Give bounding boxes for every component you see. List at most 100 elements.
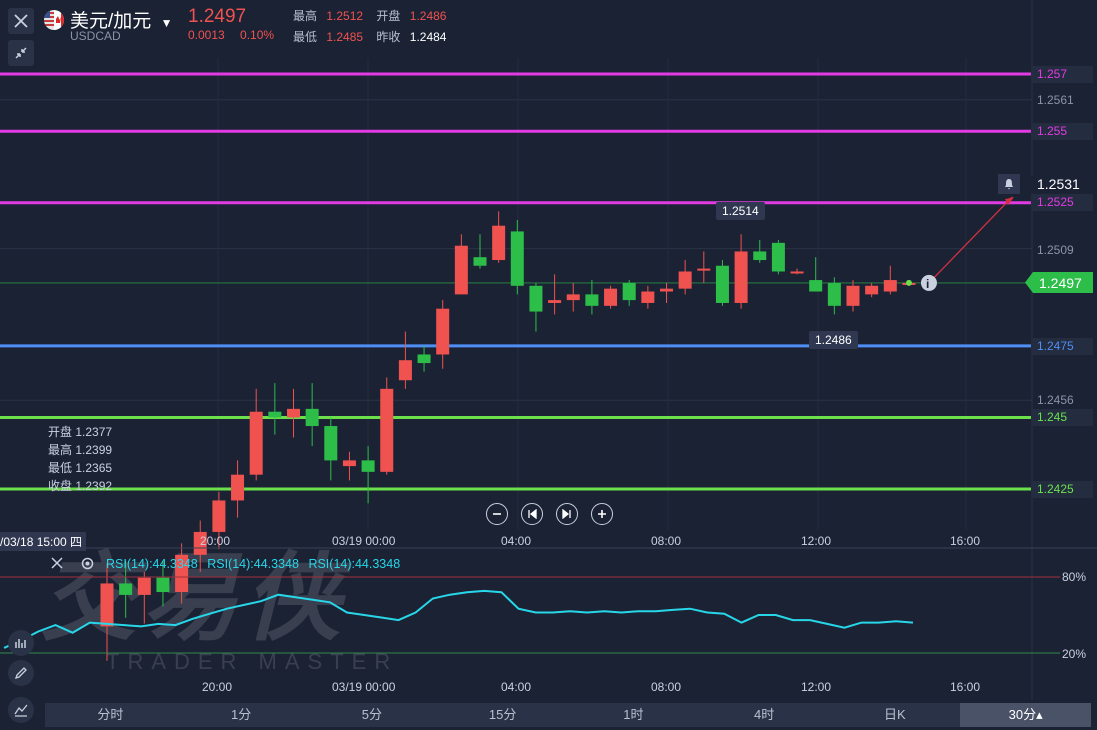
candle-body-34 — [734, 251, 748, 303]
chevron-down-icon[interactable]: ▼ — [160, 16, 173, 30]
line-tool-button[interactable] — [8, 697, 34, 723]
candle-body-4 — [175, 554, 189, 593]
close-button[interactable] — [8, 8, 34, 34]
tab-daily[interactable]: 日K — [884, 707, 906, 722]
info-icon — [920, 274, 937, 291]
rsi-settings-button[interactable] — [80, 556, 95, 574]
candle-body-41 — [865, 285, 879, 295]
symbol-name[interactable]: 美元/加元 ▼ — [70, 6, 172, 33]
currency-flag-icon — [44, 10, 64, 30]
candle-body-18 — [436, 308, 450, 355]
low-value: 1.2485 — [326, 30, 364, 44]
ohlc-open: 开盘 1.2377 — [48, 425, 113, 439]
candle-body-22 — [510, 231, 524, 286]
low-bubble: 1.2486 — [809, 331, 858, 349]
level-tag-1245[interactable]: 1.245 — [1031, 409, 1093, 426]
last-price-dot — [905, 279, 912, 286]
candle-body-6 — [212, 500, 226, 532]
collapse-button[interactable] — [8, 40, 34, 66]
x-tick-0400: 04:00 — [501, 534, 532, 548]
candle-body-1 — [119, 583, 133, 595]
alert-bell-icon[interactable] — [998, 174, 1020, 194]
rsi-label-2: RSI(14):44.3348 — [207, 557, 299, 571]
trend-arrow-head — [1005, 197, 1014, 206]
low-label: 最低 — [293, 30, 318, 44]
candle-body-27 — [604, 288, 618, 306]
cursor-time-label: /03/18 15:00 四 — [0, 532, 87, 551]
tab-1min[interactable]: 1分 — [231, 707, 252, 722]
ohlc-readout: 开盘 1.2377 最高 1.2399 最低 1.2365 收盘 1.2392 — [48, 423, 112, 495]
ohlc-high: 最高 1.2399 — [48, 443, 113, 457]
candle-body-37 — [790, 271, 804, 274]
rsi-x-tick-1600: 16:00 — [950, 680, 981, 694]
current-price-tag-text: 1.2497 — [1039, 275, 1082, 291]
indicator-tool-button[interactable] — [8, 630, 34, 656]
candle-body-15 — [380, 388, 394, 472]
rsi-x-tick-0319: 03/19 00:00 — [332, 680, 396, 694]
tab-5min[interactable]: 5分 — [361, 707, 382, 722]
symbol-code: USDCAD — [70, 29, 121, 43]
axis-tick-12561: 1.2561 — [1037, 93, 1074, 107]
level-tag-12475[interactable]: 1.2475 — [1031, 338, 1093, 355]
price-change: 0.0013 0.10% — [188, 28, 274, 42]
current-price: 1.2497 — [188, 6, 247, 27]
timeframe-tabs: 分时 1分 5分 15分 1时 4时 日K 30分▴ — [45, 703, 1091, 727]
tab-1hour[interactable]: 1时 — [623, 707, 644, 722]
level-tag-1255[interactable]: 1.255 — [1031, 123, 1093, 140]
rsi-close-button[interactable] — [50, 556, 64, 573]
zoom-in-button[interactable] — [591, 503, 613, 525]
candle-body-5 — [193, 531, 207, 555]
tab-15min[interactable]: 15分 — [488, 707, 517, 722]
candle-body-42 — [883, 280, 897, 292]
candle-body-40 — [846, 285, 860, 306]
stats-row-2: 最低 1.2485 昨收 1.2484 — [293, 28, 446, 45]
x-tick-2000: 20:00 — [200, 534, 231, 548]
candle-body-10 — [287, 408, 300, 418]
x-tick-1600: 16:00 — [950, 534, 981, 548]
candle-body-8 — [249, 411, 263, 475]
candle-body-7 — [231, 474, 245, 501]
rsi-lower-label: 20% — [1062, 647, 1087, 661]
collapse-arrows-icon — [15, 47, 27, 59]
candle-body-23 — [529, 285, 543, 312]
draw-tool-button[interactable] — [8, 660, 34, 686]
ohlc-low: 最低 1.2365 — [48, 461, 113, 475]
info-icon-glyph: i — [926, 277, 929, 291]
open-label: 开盘 — [376, 9, 401, 23]
scroll-start-button[interactable] — [521, 503, 543, 525]
level-tag-12525[interactable]: 1.2525 — [1031, 194, 1093, 211]
high-bubble: 1.2514 — [716, 202, 765, 220]
candle-body-35 — [753, 251, 767, 261]
ohlc-close: 收盘 1.2392 — [48, 479, 113, 493]
candle-body-31 — [678, 271, 692, 289]
x-tick-0800: 08:00 — [651, 534, 682, 548]
skip-forward-icon — [562, 509, 571, 519]
rsi-x-tick-2000: 20:00 — [202, 680, 233, 694]
stats-row-1: 最高 1.2512 开盘 1.2486 — [293, 7, 446, 24]
level-tag-12425[interactable]: 1.2425 — [1031, 481, 1093, 498]
candle-body-16 — [398, 360, 412, 381]
plus-icon — [598, 510, 606, 518]
tab-30min[interactable]: 30分▴ — [960, 703, 1091, 727]
crosshair-price-tag: 1.2531 — [1031, 176, 1093, 193]
candle-body-12 — [324, 426, 338, 461]
candle-body-29 — [641, 291, 655, 303]
change-value: 0.0013 — [188, 28, 225, 42]
level-tag-1257[interactable]: 1.257 — [1031, 66, 1093, 83]
close-icon — [14, 14, 28, 28]
candle-body-32 — [697, 268, 711, 271]
scroll-end-button[interactable] — [556, 503, 578, 525]
tab-timeline[interactable]: 分时 — [97, 707, 124, 722]
candle-body-2 — [137, 577, 151, 595]
candle-body-17 — [417, 354, 431, 364]
rsi-upper-label: 80% — [1062, 570, 1087, 584]
candle-body-14 — [361, 460, 375, 472]
rsi-series-line — [3, 589, 914, 649]
rsi-x-tick-0800: 08:00 — [651, 680, 682, 694]
candle-body-36 — [771, 242, 785, 272]
candle-body-3 — [156, 577, 170, 593]
zoom-out-button[interactable] — [486, 503, 508, 525]
tab-4hour[interactable]: 4时 — [754, 707, 775, 722]
bars-icon — [15, 639, 26, 648]
